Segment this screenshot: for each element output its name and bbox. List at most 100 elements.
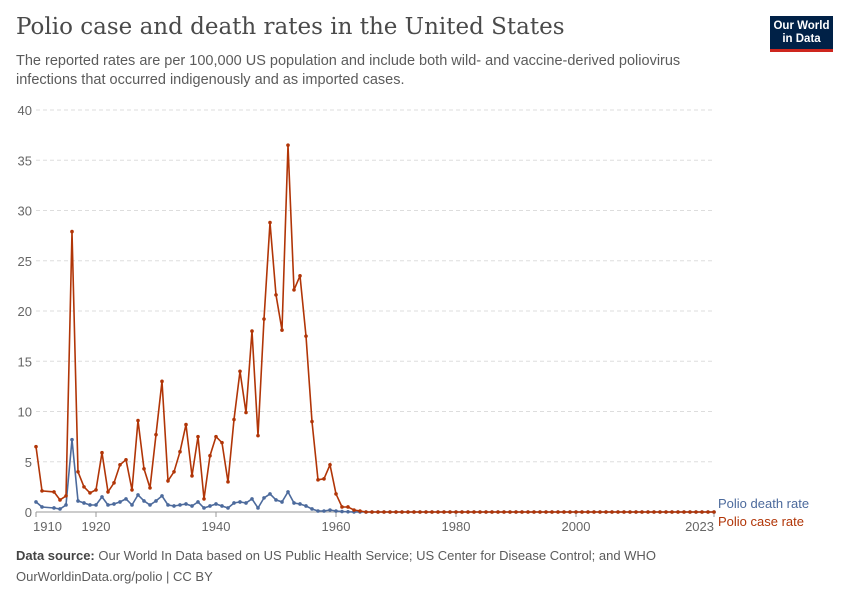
data-point	[178, 449, 182, 454]
y-tick-label: 20	[18, 304, 32, 319]
data-point	[196, 500, 200, 504]
data-point	[178, 503, 182, 507]
data-point	[166, 479, 170, 483]
data-point	[652, 510, 656, 514]
data-point	[358, 509, 362, 513]
legend-label: Polio death rate	[718, 496, 809, 511]
data-point	[484, 510, 488, 514]
data-point	[316, 478, 320, 482]
y-tick-label: 15	[18, 354, 32, 369]
data-point	[148, 503, 152, 507]
data-point	[424, 510, 428, 514]
data-point	[160, 379, 164, 384]
data-point	[112, 481, 116, 485]
data-point	[676, 510, 680, 514]
y-tick-label: 25	[18, 254, 32, 269]
data-point	[220, 440, 224, 445]
data-point	[214, 434, 218, 439]
data-point	[340, 505, 344, 509]
data-point	[112, 502, 116, 506]
data-point	[130, 488, 134, 492]
data-point	[628, 510, 632, 514]
data-point	[208, 504, 212, 508]
data-point	[52, 506, 56, 510]
data-point	[94, 488, 98, 492]
data-point	[304, 504, 308, 508]
data-point	[268, 220, 272, 225]
data-point	[262, 496, 266, 500]
data-point	[496, 510, 500, 514]
data-point	[334, 492, 338, 496]
data-point	[490, 510, 494, 514]
data-point	[262, 317, 266, 321]
data-point	[532, 510, 536, 514]
data-point	[106, 503, 110, 507]
data-point	[376, 510, 380, 514]
data-point	[328, 508, 332, 512]
y-tick-label: 40	[18, 103, 32, 118]
data-point	[154, 432, 158, 437]
data-point	[682, 510, 686, 514]
data-point	[442, 510, 446, 514]
data-point	[274, 498, 278, 502]
data-point	[76, 470, 80, 474]
data-point	[154, 499, 158, 503]
data-point	[586, 510, 590, 514]
data-point	[304, 334, 308, 338]
source-url[interactable]: OurWorldinData.org/polio | CC BY	[16, 569, 213, 584]
series-line-0	[35, 439, 714, 513]
data-point	[82, 501, 86, 505]
series-line-1	[35, 145, 714, 513]
data-point	[226, 506, 230, 510]
data-point	[670, 510, 674, 514]
data-point	[40, 505, 44, 509]
data-point	[316, 509, 320, 513]
data-point	[118, 500, 122, 504]
data-point	[544, 510, 548, 514]
data-point	[298, 274, 302, 278]
data-source: Data source: Our World In Data based on …	[16, 548, 656, 563]
data-point	[208, 453, 212, 458]
data-point	[556, 510, 560, 514]
data-point	[88, 503, 92, 507]
data-point	[190, 504, 194, 508]
data-point	[40, 489, 44, 493]
owid-logo[interactable]: Our World in Data	[770, 16, 833, 52]
y-tick-label: 10	[18, 405, 32, 420]
data-point	[34, 444, 38, 449]
data-point	[88, 491, 92, 495]
data-point	[274, 293, 278, 297]
data-point	[76, 499, 80, 503]
data-point	[472, 510, 476, 514]
data-point	[184, 502, 188, 506]
data-point	[616, 510, 620, 514]
data-point	[448, 510, 452, 514]
x-tick-label: 2023	[685, 519, 714, 534]
data-point	[100, 450, 104, 455]
data-point	[310, 507, 314, 511]
data-point	[226, 480, 230, 484]
chart-subtitle: The reported rates are per 100,000 US po…	[16, 53, 681, 88]
data-point	[610, 510, 614, 514]
data-point	[328, 462, 332, 467]
data-point	[658, 510, 662, 514]
data-point	[298, 502, 302, 506]
data-point	[508, 510, 512, 514]
data-point	[412, 510, 416, 514]
data-point	[238, 500, 242, 504]
data-point	[340, 509, 344, 514]
data-point	[478, 510, 482, 514]
data-point	[700, 510, 704, 514]
data-point	[136, 493, 140, 497]
data-point	[34, 500, 38, 504]
data-point	[250, 329, 254, 333]
data-point	[688, 510, 692, 514]
data-point	[592, 510, 596, 514]
data-point	[58, 507, 62, 511]
x-tick-label: 1980	[442, 519, 471, 534]
data-point	[70, 229, 74, 234]
data-point	[238, 369, 242, 374]
data-point	[598, 510, 602, 514]
data-point	[634, 510, 638, 514]
data-point	[94, 503, 98, 507]
